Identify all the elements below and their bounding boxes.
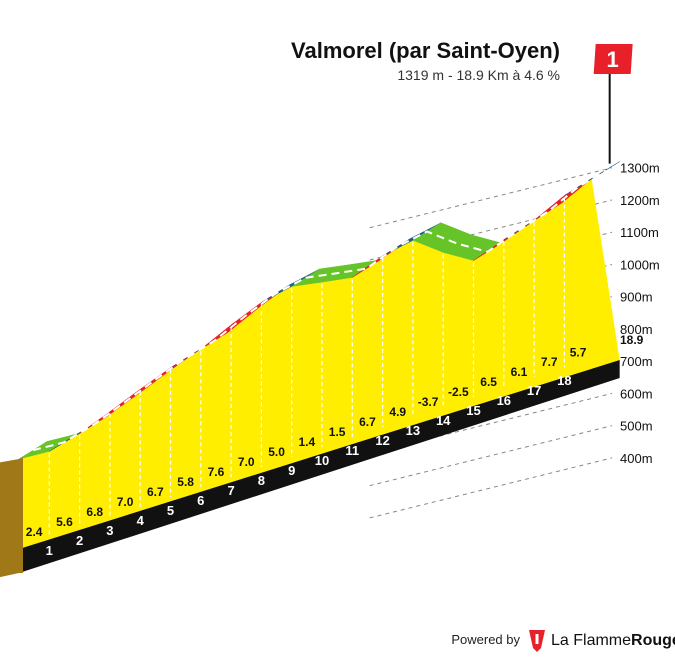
gradient-label: -2.5: [448, 385, 469, 399]
gradient-label: 7.0: [238, 455, 255, 469]
profile-fill: [19, 179, 620, 550]
km-label: 7: [227, 483, 234, 498]
km-label: 12: [375, 433, 389, 448]
gradient-label: 6.5: [480, 375, 497, 389]
km-label: 16: [497, 393, 511, 408]
chart-title: Valmorel (par Saint-Oyen): [291, 38, 560, 63]
brand-bold: Rouge: [631, 632, 675, 649]
gradient-label: 6.1: [511, 365, 528, 379]
brand-name: La FlammeRouge: [551, 632, 675, 649]
gradient-label: 5.0: [268, 445, 285, 459]
gradient-label: 6.8: [86, 505, 103, 519]
powered-by-text: Powered by: [451, 632, 520, 647]
base-band: [19, 360, 620, 573]
km-markers: [48, 197, 566, 538]
km-label: 2: [76, 533, 83, 548]
summit-flag-icon: [593, 44, 633, 74]
gradient-label: 1.4: [299, 435, 316, 449]
gradient-label: 7.0: [117, 495, 134, 509]
left-face: [19, 456, 23, 573]
flame-logo-icon: [529, 630, 545, 652]
end-distance-label: 18.9: [620, 333, 644, 347]
summit-marker: 1: [593, 44, 633, 164]
km-label: 9: [288, 463, 295, 478]
altitude-label: 1200m: [620, 193, 660, 208]
gridline: [369, 457, 613, 519]
km-label: 11: [345, 443, 359, 458]
km-label: 14: [436, 413, 451, 428]
chart-subtitle: 1319 m - 18.9 Km à 4.6 %: [397, 67, 560, 83]
gradient-label: 7.6: [208, 465, 225, 479]
gradient-label: 4.9: [389, 405, 406, 419]
km-label: 10: [315, 453, 329, 468]
km-label: 8: [258, 473, 265, 488]
altitude-label: 600m: [620, 386, 653, 401]
gridline: [369, 167, 613, 229]
gradient-label: -3.7: [418, 395, 439, 409]
altitude-label: 1000m: [620, 257, 660, 272]
km-label: 13: [406, 423, 420, 438]
gradient-label: 5.8: [177, 475, 194, 489]
altitude-label: 800m: [620, 322, 653, 337]
gradient-label: 5.6: [56, 515, 73, 529]
km-label: 5: [167, 503, 174, 518]
altitude-label: 1300m: [620, 161, 660, 176]
gradient-label: 6.7: [359, 415, 376, 429]
gradient-label: 6.7: [147, 485, 164, 499]
gradient-label: 2.4: [26, 525, 43, 539]
left-side: [0, 458, 19, 578]
km-label: 17: [527, 383, 541, 398]
profile-area: [19, 179, 620, 550]
gradient-label: 1.5: [329, 425, 346, 439]
altitude-label: 700m: [620, 354, 653, 369]
gradient-band: [18, 161, 620, 460]
base-strip: [0, 360, 620, 578]
km-label: 15: [466, 403, 480, 418]
altitude-label: 400m: [620, 451, 653, 466]
gradient-labels: 2.45.66.87.06.75.87.67.05.01.41.56.74.9-…: [26, 346, 587, 539]
km-label: 4: [137, 513, 145, 528]
km-label: 3: [106, 523, 113, 538]
footer-branding[interactable]: Powered by La FlammeRouge: [451, 630, 675, 652]
km-label: 18: [557, 373, 571, 388]
gridline: [369, 425, 613, 487]
km-label: 6: [197, 493, 204, 508]
brand-regular: La Flamme: [551, 632, 631, 649]
gradient-label: 5.7: [570, 346, 587, 360]
altitude-labels: 400m 500m 600m 700m 800m 900m 1000m 1100m 1200m 1…: [620, 161, 660, 466]
centre-line: [32, 169, 607, 452]
altitude-label: 500m: [620, 419, 653, 434]
flag-number: 1: [607, 47, 619, 72]
altitude-label: 1100m: [620, 225, 659, 240]
km-label: 1: [46, 543, 53, 558]
altitude-label: 900m: [620, 290, 653, 305]
gradient-label: 7.7: [541, 355, 558, 369]
